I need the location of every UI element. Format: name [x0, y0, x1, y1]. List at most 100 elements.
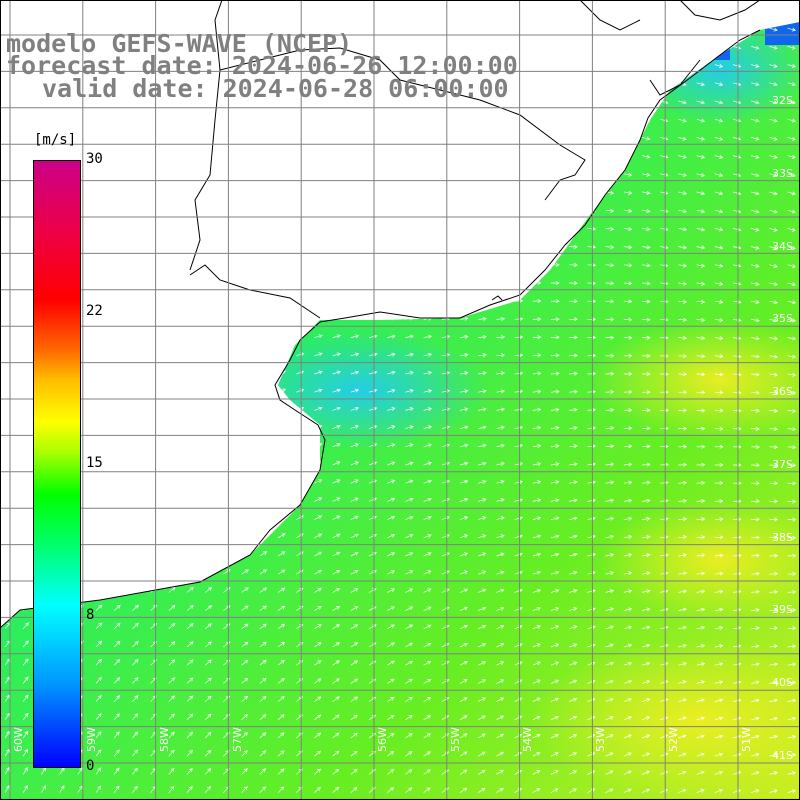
wind-arrow: [132, 586, 139, 593]
wind-arrow: [296, 207, 305, 212]
wind-arrow: [132, 496, 140, 502]
wind-arrow: [605, 227, 615, 231]
wind-arrow: [587, 136, 597, 141]
wind-arrow: [696, 245, 706, 250]
wind-arrow: [532, 516, 542, 521]
wind-arrow: [714, 789, 723, 793]
wind-arrow: [350, 443, 359, 448]
wind-arrow: [150, 315, 159, 320]
wind-arrow: [769, 264, 778, 268]
wind-arrow: [787, 354, 797, 359]
wind-arrow: [205, 514, 213, 520]
wind-arrow: [205, 243, 214, 247]
wind-arrow: [223, 551, 231, 557]
wind-arrow: [95, 767, 102, 775]
wind-arrow: [678, 770, 687, 775]
wind-arrow: [350, 551, 359, 557]
wind-arrow: [168, 586, 176, 593]
wind-arrow: [4, 133, 14, 138]
wind-arrow: [550, 444, 560, 448]
wind-arrow: [459, 208, 469, 213]
wind-arrow: [405, 552, 414, 557]
wind-arrow: [550, 715, 559, 721]
wind-arrow: [405, 352, 414, 357]
wind-arrow: [150, 261, 159, 266]
wind-arrow: [605, 679, 614, 684]
wind-arrow: [787, 372, 797, 377]
wind-arrow: [459, 552, 469, 557]
wind-arrow: [22, 387, 31, 393]
wind-arrow: [478, 425, 487, 430]
wind-arrow: [332, 768, 340, 775]
wind-arrow: [678, 535, 688, 540]
wind-arrow: [423, 769, 431, 775]
wind-arrow: [642, 10, 650, 13]
wind-arrow: [4, 350, 13, 357]
wind-arrow: [95, 115, 105, 120]
wind-arrow: [132, 749, 138, 757]
wind-arrow: [769, 680, 779, 685]
wind-arrow: [714, 318, 724, 323]
wind-arrow: [296, 297, 305, 302]
wind-arrow: [332, 479, 341, 484]
wind-arrow: [187, 8, 195, 11]
wind-arrow: [296, 424, 305, 429]
wind-arrow: [350, 660, 359, 666]
wind-arrow: [641, 227, 651, 232]
wind-arrow: [204, 677, 212, 684]
wind-arrow: [259, 279, 269, 284]
wind-arrow: [95, 514, 103, 520]
wind-arrow: [114, 260, 123, 266]
wind-arrow: [314, 9, 322, 12]
wind-arrow: [605, 589, 615, 594]
wind-arrow: [259, 225, 269, 230]
wind-arrow: [4, 206, 13, 211]
wind-arrow: [751, 82, 760, 87]
wind-arrow: [751, 45, 760, 50]
wind-arrow: [696, 625, 706, 630]
wind-arrow: [660, 589, 669, 594]
wind-arrow: [423, 425, 433, 430]
wind-arrow: [441, 153, 451, 158]
wind-arrow: [314, 479, 323, 484]
wind-arrow: [441, 298, 451, 303]
wind-arrow: [186, 152, 196, 157]
wind-arrow: [277, 641, 286, 648]
wind-arrow: [696, 299, 706, 304]
wind-arrow: [241, 569, 249, 575]
wind-arrow: [569, 81, 578, 86]
wind-arrow: [660, 643, 669, 648]
wind-arrow: [478, 679, 487, 684]
wind-arrow: [205, 188, 214, 193]
lon-label: 57W: [231, 727, 244, 752]
wind-arrow: [113, 695, 120, 702]
wind-arrow: [186, 478, 195, 484]
wind-arrow: [623, 444, 633, 449]
wind-arrow: [350, 588, 359, 593]
wind-arrow: [550, 697, 559, 702]
wind-arrow: [405, 117, 415, 122]
wind-arrow: [732, 589, 742, 594]
wind-arrow: [496, 534, 505, 539]
wind-arrow: [641, 64, 651, 68]
wind-arrow: [478, 588, 487, 593]
wind-arrow: [387, 407, 396, 411]
wind-arrow: [769, 136, 778, 141]
wind-arrow: [787, 698, 797, 703]
wind-arrow: [387, 588, 396, 593]
wind-arrow: [478, 733, 486, 739]
wind-arrow: [569, 697, 578, 702]
wind-arrow: [714, 390, 724, 395]
wind-arrow: [641, 716, 651, 721]
wind-arrow: [168, 514, 177, 520]
wind-arrow: [641, 734, 651, 739]
wind-arrow: [678, 154, 687, 159]
wind-arrow: [623, 353, 633, 358]
longitude-labels: 60W 59W 58W 57W 56W 55W 54W 53W 52W 51W: [12, 727, 753, 752]
wind-arrow: [387, 624, 395, 630]
wind-arrow: [696, 643, 706, 648]
wind-arrow: [277, 605, 286, 611]
wind-arrow: [696, 680, 706, 685]
wind-arrow: [332, 786, 340, 793]
wind-arrow: [132, 315, 141, 320]
